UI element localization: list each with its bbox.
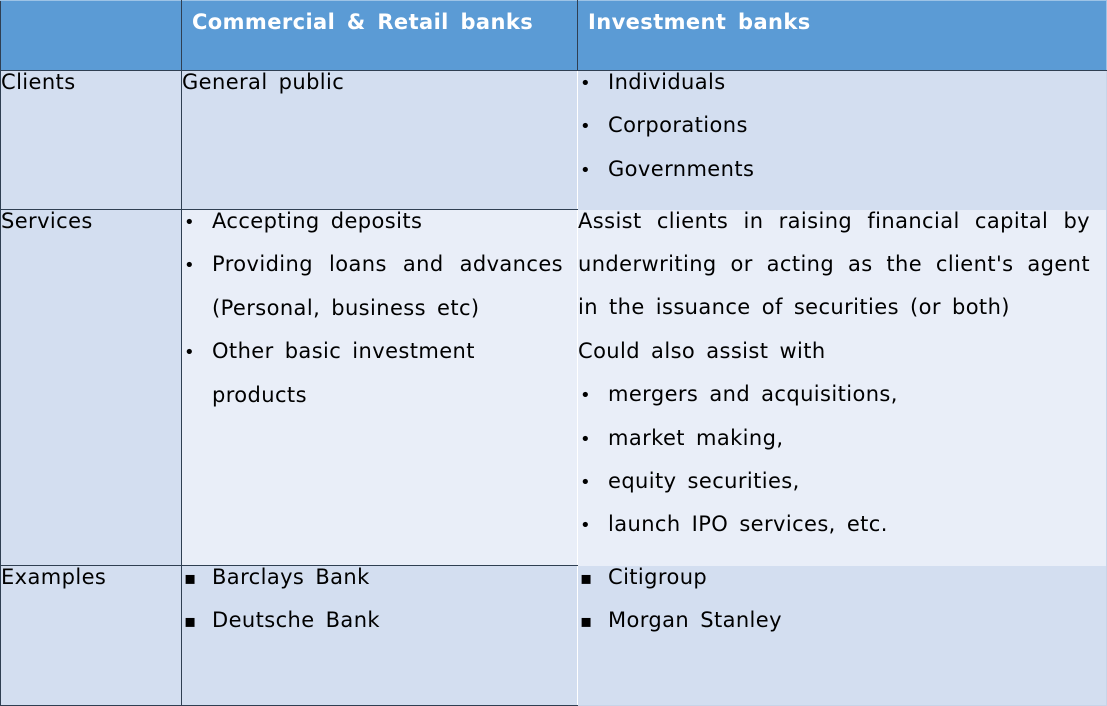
bullet-icon [580, 503, 600, 547]
row-services: Services Accepting deposits Providing lo… [0, 209, 1107, 566]
bullet-icon [580, 460, 600, 504]
bullet-icon [580, 148, 600, 192]
services-investment-paragraph: Assist clients in raising financial capi… [578, 208, 1090, 320]
services-investment-cell: Assist clients in raising financial capi… [577, 209, 1107, 566]
bullet-icon [184, 243, 204, 287]
list-item: market making, [578, 417, 1090, 460]
row-clients: Clients General public Individuals Corpo… [0, 70, 1107, 210]
list-item: Individuals [578, 61, 1106, 104]
clients-commercial-text: General public [182, 70, 345, 94]
header-row: Commercial & Retail banks Investment ban… [0, 0, 1107, 71]
list-item: Citigroup [578, 556, 1106, 599]
list-item: mergers and acquisitions, [578, 373, 1090, 416]
list-item: Morgan Stanley [578, 599, 1106, 642]
services-commercial-cell: Accepting deposits Providing loans and a… [181, 209, 578, 566]
list-item: Providing loans and advances (Personal, … [182, 243, 563, 330]
services-investment-lead: Could also assist with [578, 338, 826, 363]
list-item: Accepting deposits [182, 200, 563, 243]
bullet-icon [580, 104, 600, 148]
header-empty-cell [0, 0, 182, 71]
examples-commercial-list: Barclays Bank Deutsche Bank [182, 556, 577, 643]
list-item: Deutsche Bank [182, 599, 577, 642]
clients-investment-cell: Individuals Corporations Governments [577, 70, 1107, 210]
examples-investment-cell: Citigroup Morgan Stanley [577, 565, 1107, 706]
list-item: Barclays Bank [182, 556, 577, 599]
services-investment-list: mergers and acquisitions, market making,… [578, 373, 1090, 547]
list-item: Governments [578, 148, 1106, 191]
square-bullet-icon [580, 599, 600, 643]
row-label-examples: Examples [0, 565, 182, 706]
list-item: launch IPO services, etc. [578, 503, 1090, 546]
square-bullet-icon [580, 556, 600, 600]
bullet-icon [184, 200, 204, 244]
square-bullet-icon [184, 556, 204, 600]
row-label-clients: Clients [0, 70, 182, 210]
square-bullet-icon [184, 599, 204, 643]
list-item: Corporations [578, 104, 1106, 147]
bullet-icon [580, 417, 600, 461]
bullet-icon [580, 61, 600, 105]
header-commercial-retail: Commercial & Retail banks [181, 0, 578, 71]
examples-commercial-cell: Barclays Bank Deutsche Bank [181, 565, 578, 706]
list-item: equity securities, [578, 460, 1090, 503]
clients-commercial-cell: General public [181, 70, 578, 210]
row-examples: Examples Barclays Bank Deutsche Bank Cit… [0, 565, 1107, 706]
row-label-services: Services [0, 209, 182, 566]
header-investment: Investment banks [577, 0, 1107, 71]
bullet-icon [580, 373, 600, 417]
services-commercial-list: Accepting deposits Providing loans and a… [182, 200, 577, 417]
clients-investment-list: Individuals Corporations Governments [578, 61, 1106, 191]
examples-investment-list: Citigroup Morgan Stanley [578, 556, 1106, 643]
list-item: Other basic investment products [182, 330, 563, 417]
bullet-icon [184, 330, 204, 374]
